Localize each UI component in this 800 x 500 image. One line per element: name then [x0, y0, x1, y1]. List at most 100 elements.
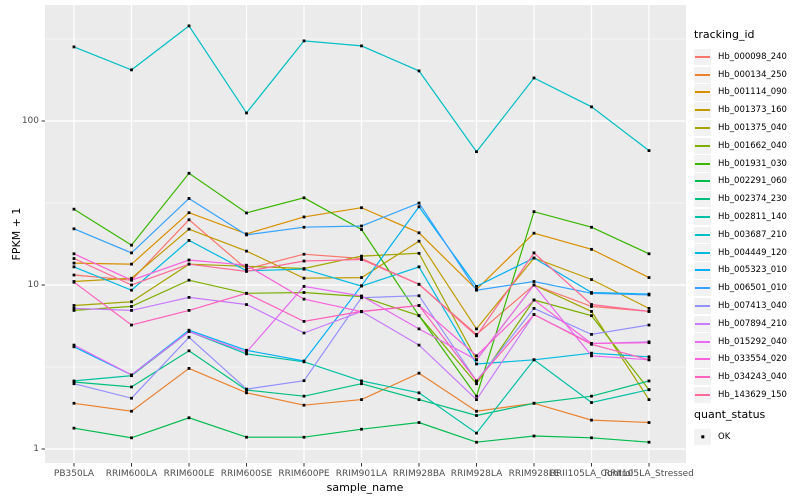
legend-color-line: [695, 216, 710, 219]
data-point: [360, 382, 363, 386]
data-point: [417, 421, 421, 424]
x-tick-label-RRIM901LA: RRIM901LA: [335, 469, 388, 479]
legend-title: tracking_id: [694, 28, 755, 41]
data-point: [417, 391, 421, 395]
legend-color-line: [695, 180, 710, 183]
data-point: [130, 436, 133, 440]
data-point: [647, 306, 651, 310]
data-point: [647, 388, 651, 392]
data-point: [475, 358, 478, 362]
legend-color-line: [695, 144, 710, 147]
legend-entry-Hb_002374_230: Hb_002374_230: [694, 190, 787, 208]
data-point: [130, 409, 133, 413]
data-point: [532, 256, 536, 260]
legend2-title: quant_status: [694, 408, 766, 421]
data-point: [130, 323, 133, 327]
data-point: [245, 291, 248, 295]
legend-entry-Hb_001373_160: Hb_001373_160: [694, 101, 787, 119]
data-point: [72, 261, 76, 265]
legend-key-swatch: [694, 226, 711, 244]
data-point: [532, 251, 536, 255]
data-point: [532, 76, 536, 80]
data-point: [475, 150, 478, 154]
legend-entry-Hb_001375_040: Hb_001375_040: [694, 119, 787, 137]
legend-entry-label: Hb_007894_210: [718, 318, 787, 329]
data-point: [590, 401, 593, 404]
data-point: [72, 280, 76, 284]
legend-entry-label: Hb_002291_060: [718, 176, 787, 187]
data-point: [302, 196, 306, 200]
legend-entry-quant-OK: OK: [694, 428, 765, 446]
legend-entry-label: Hb_000098_240: [718, 51, 787, 62]
data-point: [590, 105, 593, 109]
x-tick-label-RRIM600PE: RRIM600PE: [278, 469, 330, 479]
data-point: [360, 258, 363, 261]
legend-key-swatch: [694, 315, 711, 333]
data-point: [590, 418, 593, 422]
data-point: [360, 254, 363, 258]
data-point: [417, 398, 421, 402]
y-tick-label-10: 10: [27, 279, 39, 290]
data-point: [417, 69, 421, 73]
data-point: [532, 298, 536, 302]
legend-entry-Hb_033554_020: Hb_033554_020: [694, 351, 787, 369]
data-point: [417, 371, 421, 375]
legend-color-line: [695, 322, 710, 325]
data-point: [360, 44, 363, 48]
data-point: [590, 291, 593, 295]
legend-entry-Hb_007413_040: Hb_007413_040: [694, 297, 787, 315]
data-point: [475, 440, 478, 444]
data-point: [417, 294, 421, 298]
data-point: [187, 239, 191, 242]
legend-color-line: [695, 109, 710, 112]
legend-key-swatch: [694, 351, 711, 368]
data-point: [417, 231, 421, 235]
data-point: [130, 243, 133, 247]
data-point: [475, 288, 478, 292]
data-point: [417, 205, 421, 209]
data-point: [360, 427, 363, 431]
legend-key-swatch: [694, 280, 711, 297]
data-point: [360, 284, 363, 288]
data-point: [302, 291, 306, 294]
legend-key-swatch: [694, 428, 711, 446]
data-point: [590, 394, 593, 398]
data-point: [302, 403, 306, 407]
data-point: [475, 409, 478, 413]
data-point: [532, 434, 536, 438]
data-point: [647, 355, 651, 359]
data-point: [590, 303, 593, 306]
data-point: [187, 197, 191, 200]
legend-entry-label: Hb_001662_040: [718, 140, 787, 151]
data-point: [72, 273, 76, 277]
legend-color-line: [695, 287, 710, 290]
x-axis-title: sample_name: [326, 481, 404, 494]
legend-entry-Hb_015292_040: Hb_015292_040: [694, 333, 787, 351]
data-point: [590, 351, 593, 355]
data-point: [72, 345, 76, 349]
legend-key-swatch: [694, 297, 711, 315]
data-point: [590, 354, 593, 358]
data-point: [245, 391, 248, 395]
data-point: [130, 262, 133, 266]
data-point: [302, 252, 306, 256]
legend-entry-label: Hb_005323_010: [718, 265, 787, 276]
data-point: [302, 297, 306, 301]
data-point: [245, 348, 248, 352]
data-point: [302, 39, 306, 43]
data-point: [302, 259, 306, 263]
legend-key-swatch: [694, 48, 711, 66]
legend-color-line: [695, 127, 710, 130]
legend-entry-Hb_002811_140: Hb_002811_140: [694, 208, 787, 226]
data-point: [187, 335, 191, 339]
data-point: [72, 252, 76, 256]
data-point: [187, 330, 191, 333]
data-point: [647, 252, 651, 256]
data-point: [360, 206, 363, 210]
legend-color-line: [695, 162, 710, 165]
legend-entry-Hb_005323_010: Hb_005323_010: [694, 262, 787, 280]
legend-entry-Hb_006501_010: Hb_006501_010: [694, 279, 787, 297]
data-point: [187, 349, 191, 353]
legend-color-line: [695, 394, 710, 397]
legend-color-line: [695, 305, 710, 308]
